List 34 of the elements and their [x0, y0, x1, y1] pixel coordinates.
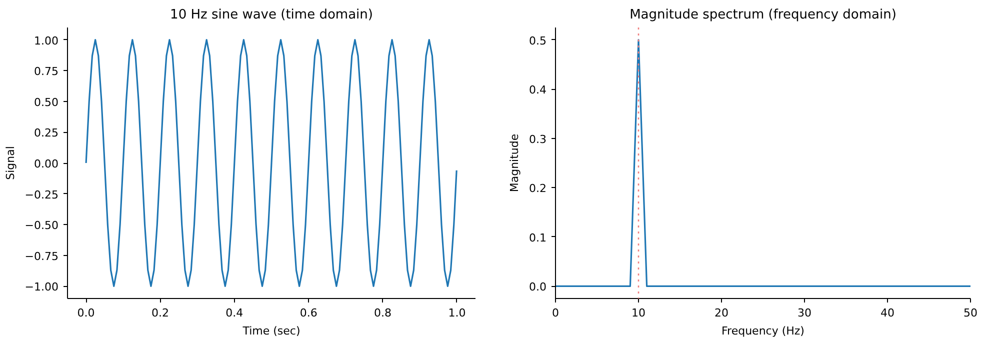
x-tick-label: 30 [798, 306, 812, 320]
y-tick-label: 0.2 [529, 182, 547, 196]
y-tick-label: −0.50 [24, 219, 59, 232]
x-tick-label: 0.6 [300, 306, 318, 320]
x-tick-label: 40 [880, 306, 894, 320]
y-tick-label: 0.25 [34, 126, 59, 140]
y-tick-label: 1.00 [34, 34, 59, 48]
y-tick-label: 0.1 [529, 231, 547, 244]
line-series [85, 39, 458, 287]
x-tick-label: 0.0 [77, 306, 95, 320]
y-tick-label: −1.00 [24, 280, 59, 294]
x-tick-label: 1.0 [448, 306, 466, 320]
x-axis-title: Frequency (Hz) [722, 324, 804, 338]
y-tick-label: 0.3 [529, 132, 547, 146]
chart-title: 10 Hz sine wave (time domain) [170, 8, 373, 22]
x-tick-label: 0 [552, 306, 559, 320]
y-tick-label: 0.4 [529, 84, 547, 97]
x-tick-label: 20 [714, 306, 728, 320]
x-tick-label: 50 [964, 306, 978, 320]
x-tick-label: 0.4 [226, 306, 244, 320]
y-tick-label: −0.75 [24, 250, 59, 263]
x-tick-label: 0.8 [374, 306, 392, 320]
x-tick-label: 10 [632, 306, 646, 320]
y-axis-title: Magnitude [508, 134, 522, 192]
y-tick-label: −0.25 [24, 188, 59, 202]
y-tick-label: 0.50 [34, 96, 59, 109]
y-axis-title: Signal [4, 146, 17, 180]
x-tick-label: 0.2 [151, 306, 169, 320]
y-tick-label: 0.0 [529, 280, 547, 294]
chart-title: Magnitude spectrum (frequency domain) [630, 8, 896, 22]
y-tick-label: 0.00 [34, 158, 59, 170]
y-tick-label: 0.75 [34, 65, 59, 78]
y-tick-label: 0.5 [529, 34, 547, 48]
x-axis-title: Time (sec) [242, 324, 300, 338]
